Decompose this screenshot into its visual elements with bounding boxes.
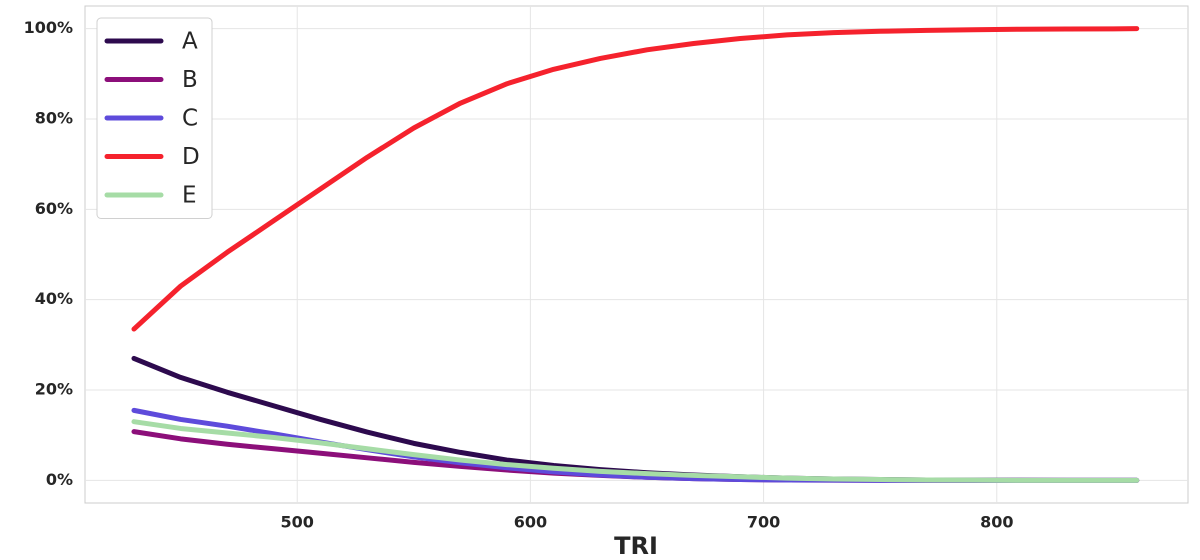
plot-area	[84, 5, 1189, 504]
y-tick-label: 0%	[46, 470, 73, 489]
x-axis-label: TRI	[614, 532, 658, 560]
y-tick-label: 100%	[24, 18, 73, 37]
x-tick-label: 700	[747, 513, 780, 532]
legend-label: A	[182, 29, 198, 55]
y-tick-label: 40%	[35, 289, 73, 308]
x-tick-label: 500	[281, 513, 314, 532]
y-tick-label: 80%	[35, 108, 73, 127]
line-series	[131, 419, 1140, 483]
legend-label: D	[182, 144, 200, 170]
y-tick-label: 20%	[35, 380, 73, 399]
legend-label: E	[182, 183, 197, 209]
x-tick-label: 800	[980, 513, 1013, 532]
y-tick-label: 60%	[35, 199, 73, 218]
legend-label: B	[182, 67, 198, 93]
line-series	[131, 26, 1140, 332]
legend-label: C	[182, 106, 198, 132]
x-tick-label: 600	[514, 513, 547, 532]
